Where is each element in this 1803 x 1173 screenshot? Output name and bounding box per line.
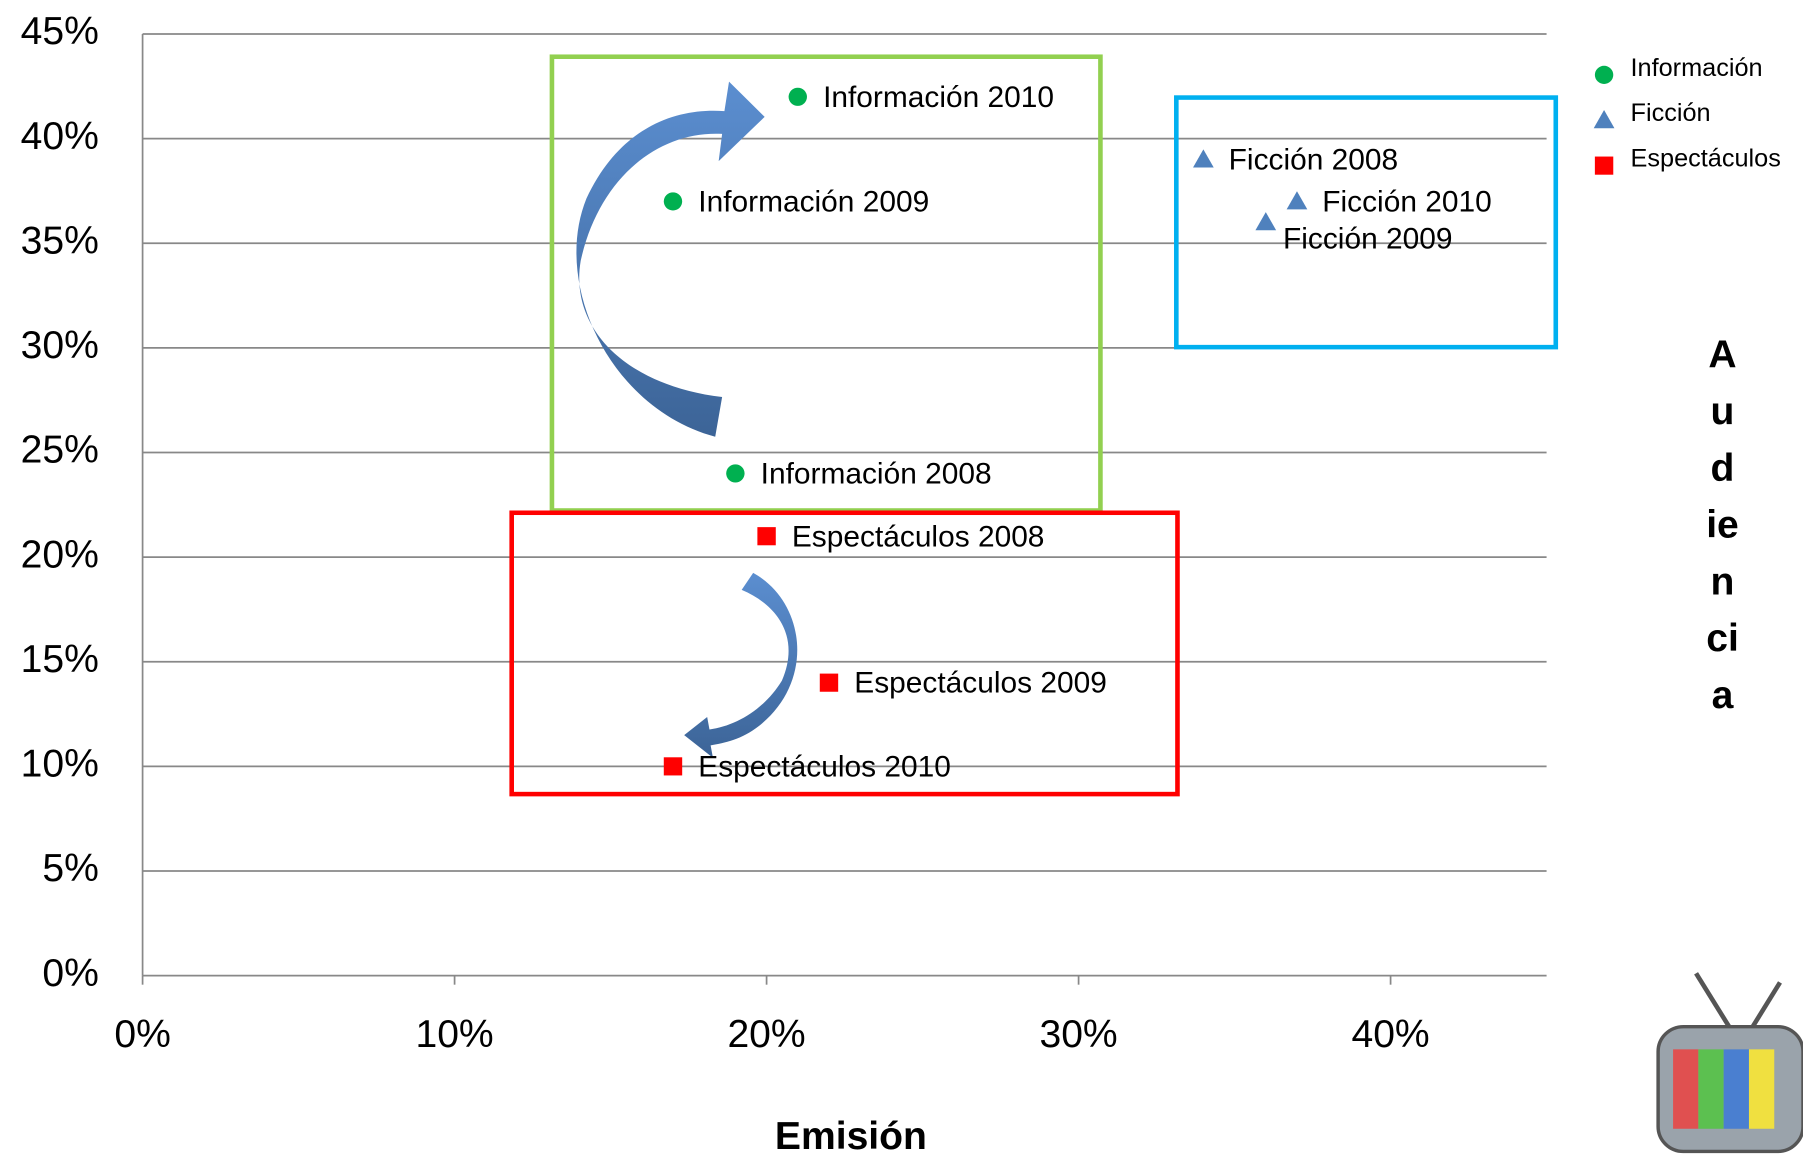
point-label: Espectáculos 2010: [698, 751, 951, 784]
point-label: Información 2009: [698, 186, 929, 219]
x-axis-title: Emisión: [775, 1115, 927, 1158]
point: [663, 757, 683, 776]
marks: Información 2008 Información 2009 Informac…: [663, 54, 1781, 784]
group-box: [549, 54, 1103, 513]
y-tick-label: 30%: [21, 324, 99, 367]
point-label: Ficción 2009: [1283, 222, 1452, 255]
y-tick-label: 20%: [21, 534, 99, 577]
y-tick-label: 0%: [42, 952, 99, 995]
point-label: Ficción 2010: [1322, 186, 1491, 219]
legend-label: Espectáculos: [1631, 145, 1781, 173]
x-tick-label: 20%: [727, 1013, 805, 1056]
point-label: Información 2008: [761, 458, 992, 491]
point: [1255, 212, 1277, 231]
y-tick-label: 40%: [21, 115, 99, 158]
point-label: Espectáculos 2008: [792, 520, 1045, 553]
group-box: [1174, 95, 1559, 350]
y-tick-label: 10%: [21, 743, 99, 786]
legend-marker: [1594, 65, 1614, 84]
x-tick-label: 40%: [1351, 1013, 1429, 1056]
legend-label: Información: [1631, 54, 1763, 82]
y-axis-title: A: [1708, 334, 1736, 377]
x-tick-label: 0%: [114, 1013, 171, 1056]
y-tick-label: 25%: [21, 429, 99, 472]
point: [819, 673, 839, 692]
y-axis-title: ci: [1706, 617, 1739, 660]
x-tick-label: 10%: [415, 1013, 493, 1056]
point: [788, 87, 807, 106]
y-tick-label: 15%: [21, 638, 99, 681]
y-tick-label: 35%: [21, 220, 99, 263]
point: [726, 464, 745, 483]
point-label: Información 2010: [823, 81, 1054, 114]
point-label: Ficción 2008: [1229, 144, 1398, 177]
y-axis-title: a: [1712, 674, 1734, 717]
y-axis-title: n: [1711, 561, 1735, 604]
point: [1193, 149, 1214, 168]
grid: 0% 5% 10% 15% 20% 25% 30% 35% 40% 45% 0% 10% 20% 30% 4…: [21, 10, 1739, 1158]
x-tick-label: 30%: [1039, 1013, 1117, 1056]
trend-arrow: [576, 81, 765, 437]
legend-marker: [1593, 110, 1615, 129]
tv-icon: [1656, 972, 1803, 1154]
point: [1286, 191, 1308, 210]
group-box: [509, 510, 1180, 797]
legend-marker: [1594, 156, 1614, 175]
legend-label: Ficción: [1631, 99, 1711, 127]
y-tick-label: 45%: [21, 10, 99, 53]
point: [757, 527, 776, 546]
y-tick-label: 5%: [42, 847, 99, 890]
y-axis-title: ie: [1706, 504, 1739, 547]
y-axis-title: d: [1711, 447, 1735, 490]
point: [663, 192, 683, 211]
point-label: Espectáculos 2009: [854, 667, 1107, 700]
trend-arrow: [684, 572, 798, 758]
y-axis-title: u: [1711, 390, 1735, 433]
